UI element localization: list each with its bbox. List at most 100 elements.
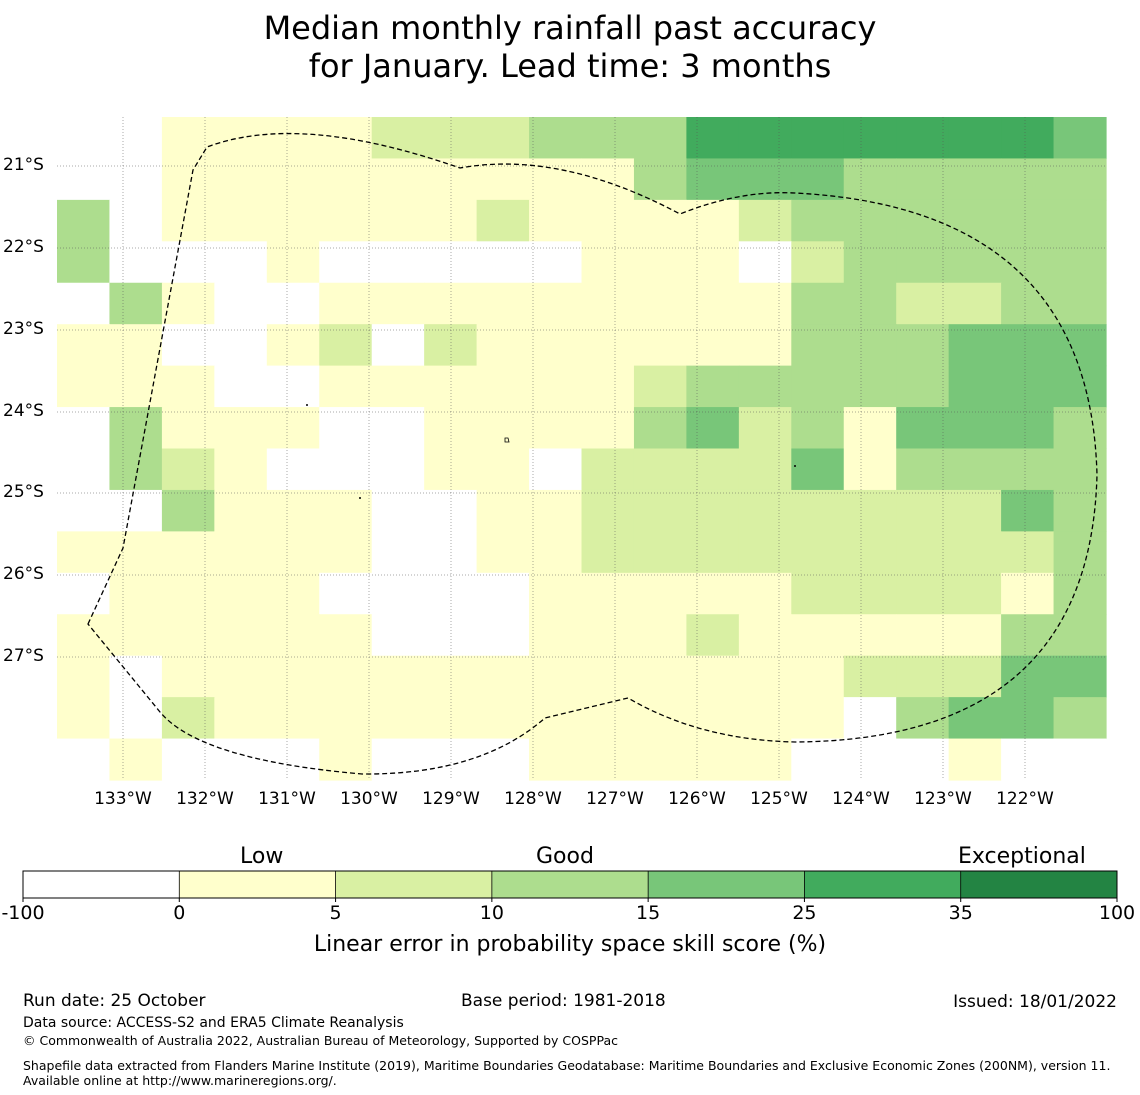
grid-cell: [843, 489, 897, 532]
grid-cell: [896, 448, 950, 491]
grid-cell: [581, 117, 635, 160]
grid-cell: [476, 614, 530, 657]
latitude-label: 25°S: [3, 482, 44, 502]
chart-title-line-1: Median monthly rainfall past accuracy: [263, 9, 877, 47]
grid-cell: [633, 655, 687, 698]
grid-cell: [1053, 324, 1107, 367]
grid-cell: [843, 738, 897, 781]
grid-cell: [581, 531, 635, 574]
grid-cell: [57, 117, 111, 160]
grid-cell: [686, 448, 740, 491]
grid-cell: [476, 572, 530, 615]
grid-cell: [266, 117, 320, 160]
colorbar-tick-label: 35: [948, 902, 973, 924]
island-marker: [359, 497, 361, 499]
grid-cell: [214, 241, 268, 284]
grid-cell: [161, 241, 215, 284]
grid-cell: [1001, 241, 1055, 284]
grid-cell: [948, 241, 1002, 284]
grid-cell: [57, 489, 111, 532]
grid-cell: [791, 572, 845, 615]
grid-cell: [57, 241, 111, 284]
grid-cell: [109, 531, 163, 574]
grid-cell: [791, 448, 845, 491]
grid-cell: [266, 241, 320, 284]
legend-category-exceptional: Exceptional: [958, 844, 1086, 869]
island-marker: [794, 465, 796, 467]
grid-cell: [1053, 489, 1107, 532]
grid-cell: [686, 365, 740, 408]
grid-cell: [161, 572, 215, 615]
grid-cell: [843, 199, 897, 242]
colorbar-segment: [491, 871, 649, 898]
grid-cell: [529, 158, 583, 201]
grid-cell: [791, 324, 845, 367]
grid-cell: [109, 199, 163, 242]
colorbar-tick-label: 15: [636, 902, 661, 924]
grid-cell: [791, 531, 845, 574]
graticule: [57, 117, 1106, 780]
grid-cell: [529, 531, 583, 574]
grid-cell: [948, 365, 1002, 408]
grid-cell: [633, 531, 687, 574]
grid-cell: [581, 489, 635, 532]
grid-cell: [319, 489, 373, 532]
grid-cell: [424, 324, 478, 367]
grid-cell: [686, 407, 740, 450]
grid-cell: [1001, 655, 1055, 698]
grid-cell: [1053, 241, 1107, 284]
grid-cell: [424, 282, 478, 325]
grid-cell: [109, 407, 163, 450]
grid-cell: [476, 282, 530, 325]
grid-cell: [319, 282, 373, 325]
longitude-label: 132°W: [176, 789, 234, 809]
grid-cell: [948, 117, 1002, 160]
grid-cell: [1001, 489, 1055, 532]
grid-cell: [1001, 448, 1055, 491]
grid-cell: [371, 241, 425, 284]
grid-cell: [738, 365, 792, 408]
grid-cell: [319, 241, 373, 284]
grid-cell: [948, 324, 1002, 367]
grid-cell: [1053, 448, 1107, 491]
grid-cell: [896, 572, 950, 615]
grid-cell: [738, 531, 792, 574]
grid-cell: [161, 738, 215, 781]
grid-cell: [581, 572, 635, 615]
grid-cell: [476, 697, 530, 740]
grid-cell: [319, 697, 373, 740]
grid-cell: [843, 448, 897, 491]
grid-cell: [57, 614, 111, 657]
colorbar-segment: [335, 871, 492, 898]
grid-cell: [948, 614, 1002, 657]
grid-cell: [791, 614, 845, 657]
colorbar-tick-label: 100: [1098, 902, 1136, 924]
grid-cell: [1001, 324, 1055, 367]
grid-cell: [529, 448, 583, 491]
grid-cell: [371, 655, 425, 698]
grid-cell: [266, 697, 320, 740]
grid-cell: [791, 365, 845, 408]
colorbar-segment: [648, 871, 805, 898]
grid-cell: [529, 738, 583, 781]
grid-cell: [109, 158, 163, 201]
grid-cell: [896, 531, 950, 574]
grid-cell: [1001, 117, 1055, 160]
grid-cell: [266, 531, 320, 574]
colorbar-axis-label: Linear error in probability space skill …: [313, 932, 827, 957]
latitude-label: 23°S: [3, 319, 44, 339]
grid-cell: [424, 697, 478, 740]
grid-cell: [896, 697, 950, 740]
grid-cell: [843, 158, 897, 201]
grid-cell: [1001, 614, 1055, 657]
grid-cell: [1053, 572, 1107, 615]
data-source: Data source: ACCESS-S2 and ERA5 Climate …: [23, 1015, 404, 1031]
grid-cell: [161, 531, 215, 574]
grid-cell: [738, 199, 792, 242]
grid-cell: [529, 614, 583, 657]
grid-cell: [1001, 365, 1055, 408]
grid-cell: [266, 614, 320, 657]
grid-cell: [57, 407, 111, 450]
legend-category-low: Low: [240, 844, 284, 869]
